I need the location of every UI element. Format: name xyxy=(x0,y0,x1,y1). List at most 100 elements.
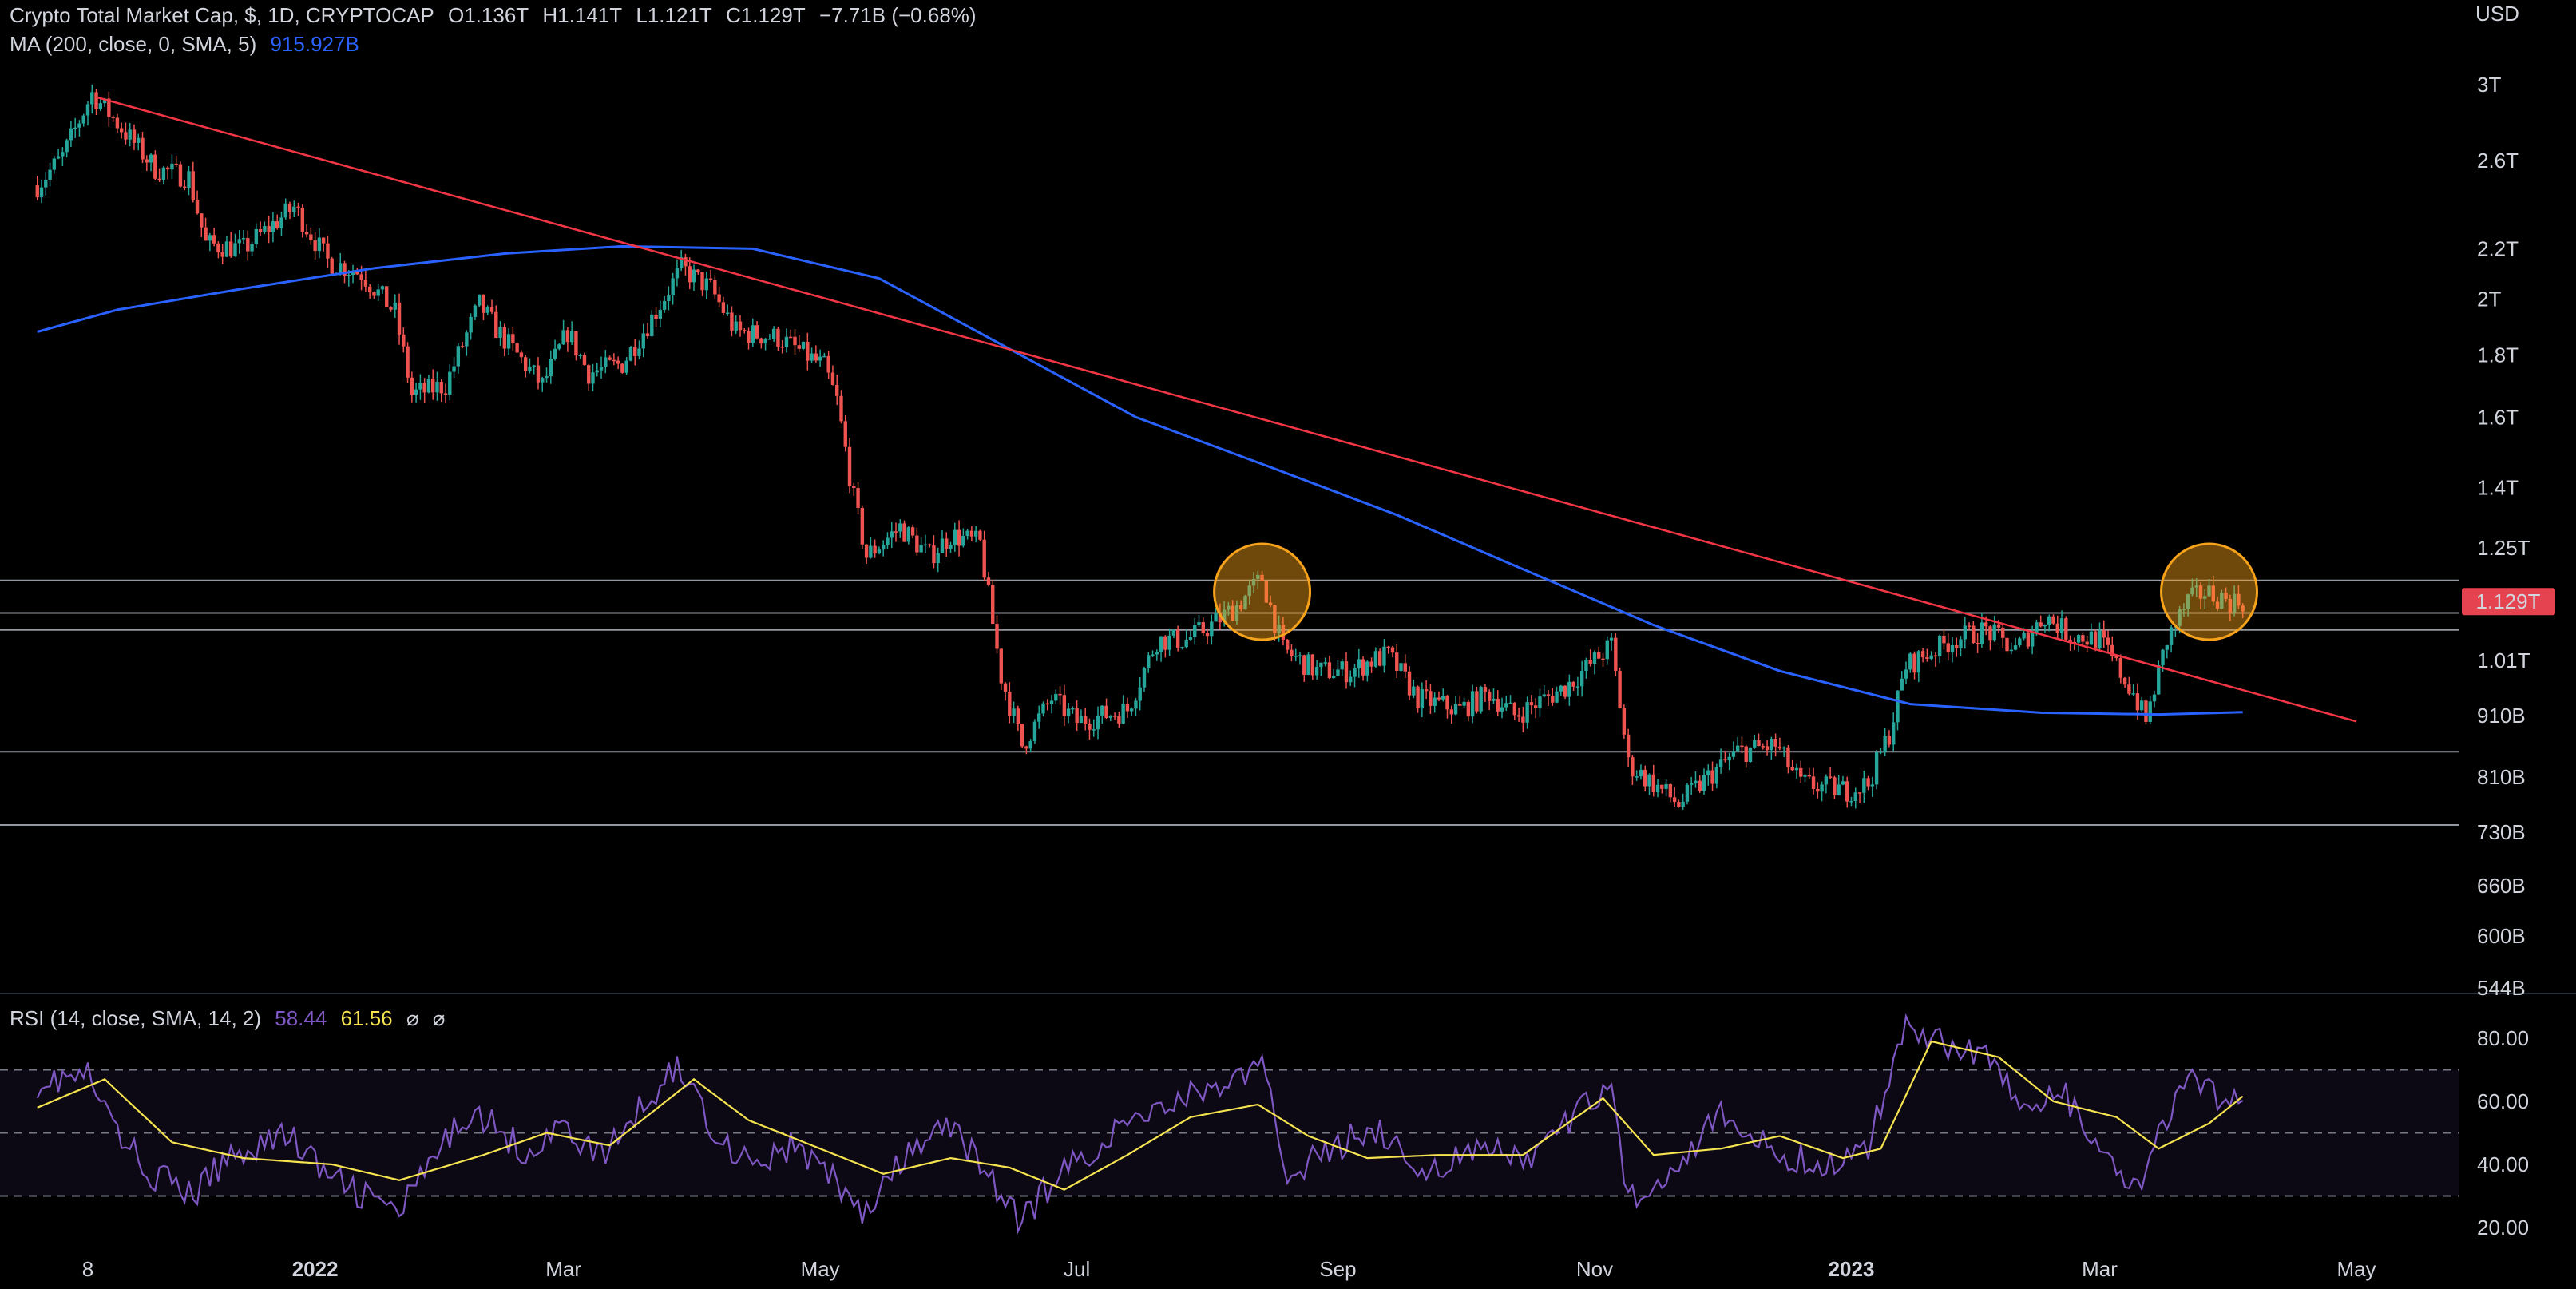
candle-body xyxy=(1193,625,1197,637)
candle-body xyxy=(1327,662,1332,679)
candle-body xyxy=(1862,778,1866,793)
candle-body xyxy=(569,331,574,343)
candle-body xyxy=(1841,781,1845,785)
candle-body xyxy=(999,648,1003,684)
candle-body xyxy=(2114,656,2118,658)
candle-body xyxy=(877,549,882,554)
candle-body xyxy=(1908,653,1912,670)
candle-body xyxy=(1227,605,1231,610)
candle-body xyxy=(898,523,902,532)
candle-body xyxy=(1310,654,1315,676)
candle-body xyxy=(1516,715,1521,717)
candle-body xyxy=(1314,667,1319,676)
candle-body xyxy=(743,330,747,331)
candle-body xyxy=(1714,767,1719,784)
candle-body xyxy=(1748,747,1753,762)
candle-body xyxy=(1622,708,1627,735)
candle-body xyxy=(1849,801,1853,803)
candle-body xyxy=(523,357,528,371)
candle-body xyxy=(771,328,776,339)
date-axis-label: 2022 xyxy=(292,1257,339,1281)
candle-body xyxy=(317,237,322,252)
candle-body xyxy=(224,241,229,257)
candle-body xyxy=(204,227,208,241)
candle-body xyxy=(216,243,220,252)
candle-body xyxy=(599,367,604,371)
candle-body xyxy=(969,530,974,537)
rsi-line xyxy=(36,1013,2244,1235)
candle-body xyxy=(780,346,784,348)
rsi-legend: RSI (14, close, SMA, 14, 2) 58.44 61.56 … xyxy=(10,1006,453,1031)
candle-body xyxy=(2157,664,2161,695)
candle-body xyxy=(1718,759,1723,767)
candle-body xyxy=(2144,700,2148,722)
candle-body xyxy=(1088,724,1092,730)
candle-body xyxy=(662,300,667,310)
candle-body xyxy=(275,221,279,228)
rsi-label[interactable]: RSI (14, close, SMA, 14, 2) xyxy=(10,1006,262,1030)
candle-body xyxy=(1197,622,1201,625)
candle-body xyxy=(616,360,620,364)
candle-body xyxy=(2089,631,2094,645)
candle-body xyxy=(902,523,906,542)
candle-body xyxy=(2055,623,2059,633)
candle-body xyxy=(1504,703,1508,708)
candle-body xyxy=(321,237,326,244)
candle-body xyxy=(187,171,191,188)
candle-body xyxy=(2035,622,2039,633)
candle-body xyxy=(1336,669,1340,676)
trendline xyxy=(96,96,2357,723)
ma-label[interactable]: MA (200, close, 0, SMA, 5) xyxy=(10,32,257,56)
candle-body xyxy=(351,272,355,276)
candle-body xyxy=(1883,736,1887,752)
candle-body xyxy=(633,347,637,356)
candle-body xyxy=(852,486,856,489)
candle-body xyxy=(258,228,263,232)
candle-body xyxy=(587,365,591,384)
candle-body xyxy=(797,345,801,349)
candle-body xyxy=(1167,635,1171,650)
candle-body xyxy=(574,331,578,356)
candle-body xyxy=(906,527,911,542)
candle-body xyxy=(620,363,624,373)
candle-body xyxy=(2102,630,2106,638)
candle-body xyxy=(1879,752,1883,753)
candle-body xyxy=(48,169,52,180)
candle-body xyxy=(241,238,246,240)
ma-value: 915.927B xyxy=(270,32,359,56)
candle-body xyxy=(708,278,713,280)
candle-body xyxy=(1290,649,1294,656)
candle-body xyxy=(406,346,410,378)
candle-body xyxy=(1904,669,1908,679)
candle-body xyxy=(1857,792,1862,794)
candle-body xyxy=(1475,691,1479,712)
candle-body xyxy=(536,365,541,383)
candle-body xyxy=(1429,691,1433,706)
candle-body xyxy=(1765,746,1770,751)
candle-body xyxy=(1058,693,1062,696)
candle-body xyxy=(132,129,137,143)
candle-body xyxy=(738,321,743,331)
ma-200-line xyxy=(37,244,2243,716)
candle-body xyxy=(1496,698,1500,712)
candle-body xyxy=(1959,639,1963,648)
chart-title[interactable]: Crypto Total Market Cap, $, 1D, CRYPTOCA… xyxy=(10,3,434,27)
candle-body xyxy=(1690,783,1694,785)
candle-body xyxy=(426,379,431,393)
candle-body xyxy=(1735,745,1740,752)
candle-body xyxy=(1369,661,1373,667)
candle-body xyxy=(1281,625,1286,640)
price-axis-label: 1.8T xyxy=(2477,343,2519,367)
candle-body xyxy=(1008,692,1012,716)
candle-body xyxy=(141,137,145,160)
candle-body xyxy=(1016,708,1020,724)
candle-body xyxy=(296,206,300,208)
candle-body xyxy=(128,129,132,140)
candle-body xyxy=(229,241,233,257)
candle-body xyxy=(1125,704,1130,712)
candle-body xyxy=(1664,783,1668,789)
candle-body xyxy=(1651,774,1655,793)
candle-body xyxy=(927,544,932,546)
candle-body xyxy=(300,208,305,232)
